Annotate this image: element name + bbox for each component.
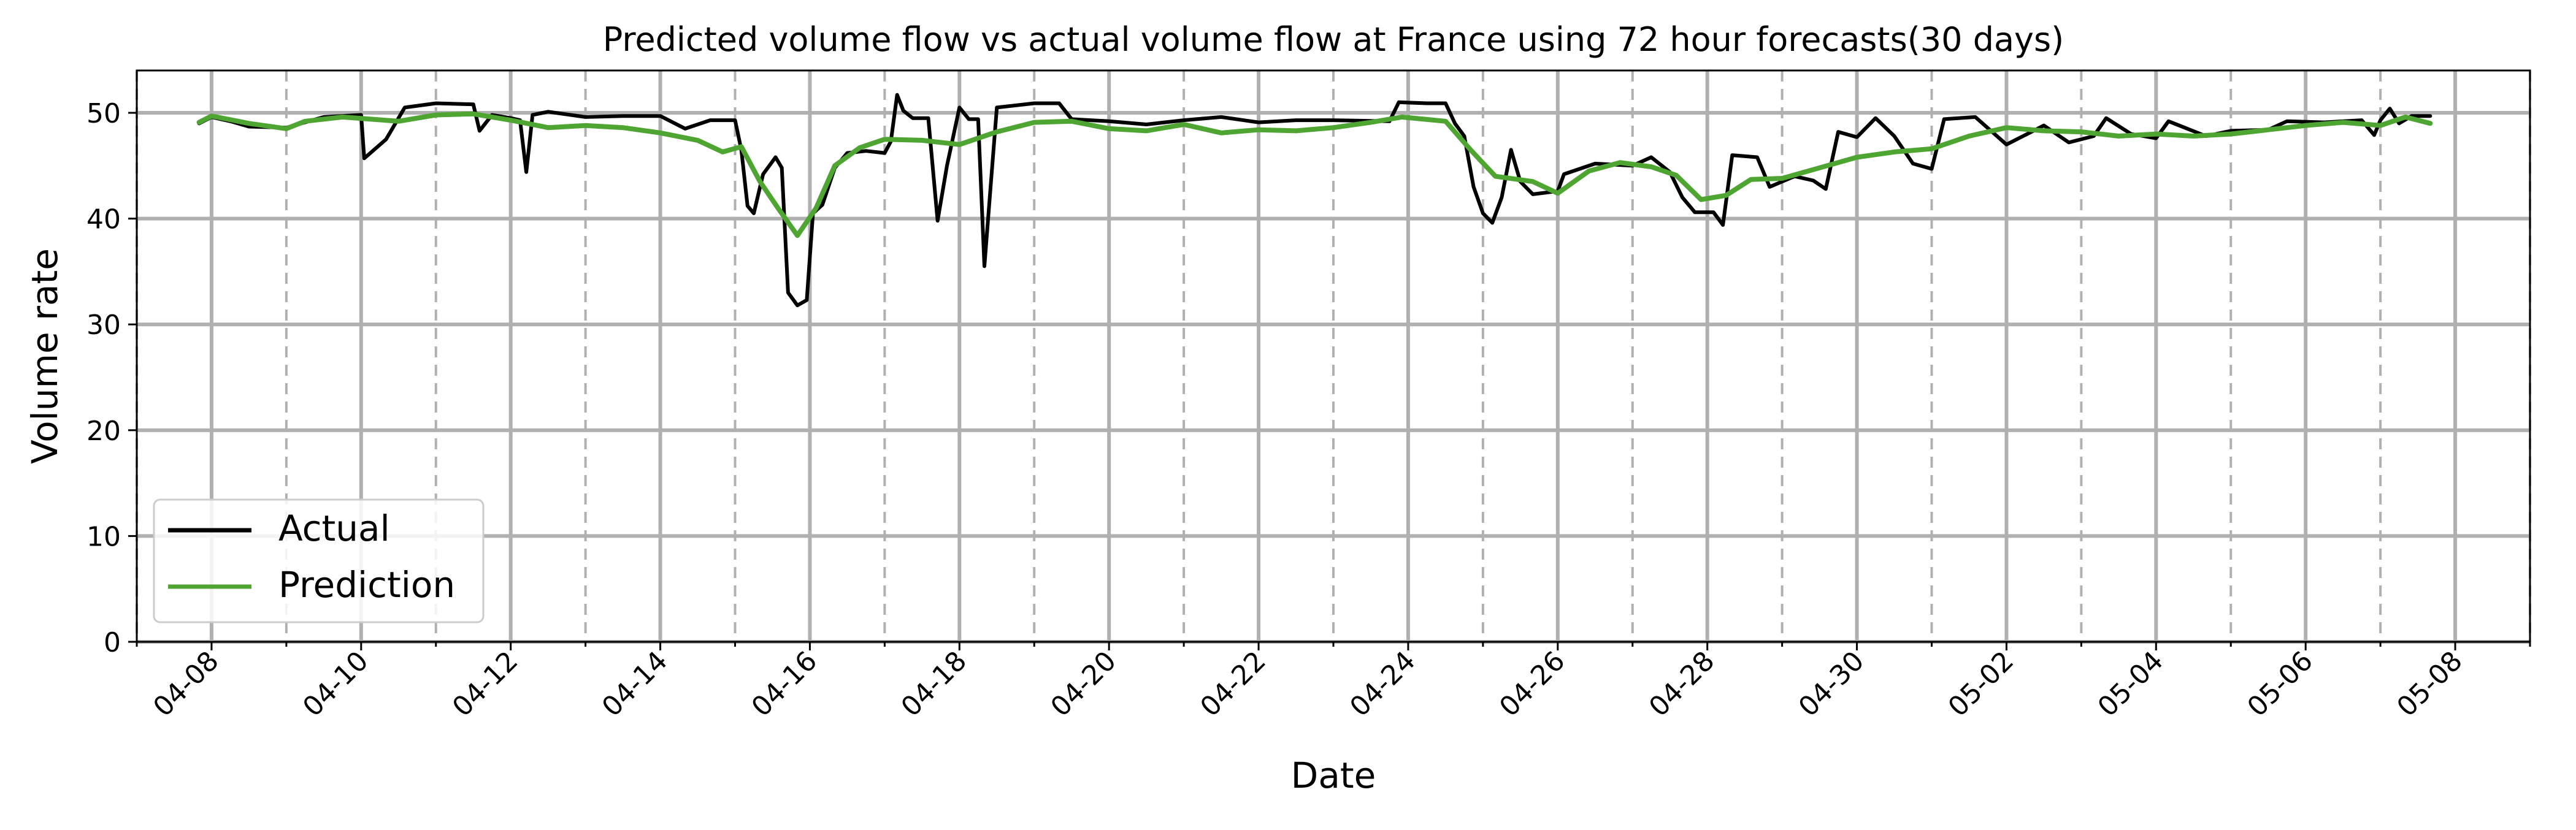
legend-label-actual: Actual: [278, 508, 390, 549]
y-tick-label: 20: [86, 416, 121, 447]
series-line-actual: [197, 93, 2432, 308]
y-tick-label: 30: [86, 310, 121, 341]
legend-label-prediction: Prediction: [278, 564, 455, 606]
major-gridlines: [137, 70, 2530, 644]
x-axis-label: Date: [1291, 755, 1376, 796]
series-line-prediction: [196, 111, 2433, 238]
y-tick-label: 10: [86, 521, 121, 552]
y-tick-label: 0: [104, 627, 121, 658]
y-tick-label: 50: [86, 98, 121, 129]
y-axis-label: Volume rate: [24, 248, 66, 464]
y-axis-ticks: 0 10 20 30 40 50: [86, 98, 137, 658]
y-tick-label: 40: [86, 204, 121, 235]
chart-title: Predicted volume flow vs actual volume f…: [603, 20, 2064, 59]
legend: Actual Prediction: [153, 498, 485, 623]
series-layer: [196, 93, 2433, 308]
